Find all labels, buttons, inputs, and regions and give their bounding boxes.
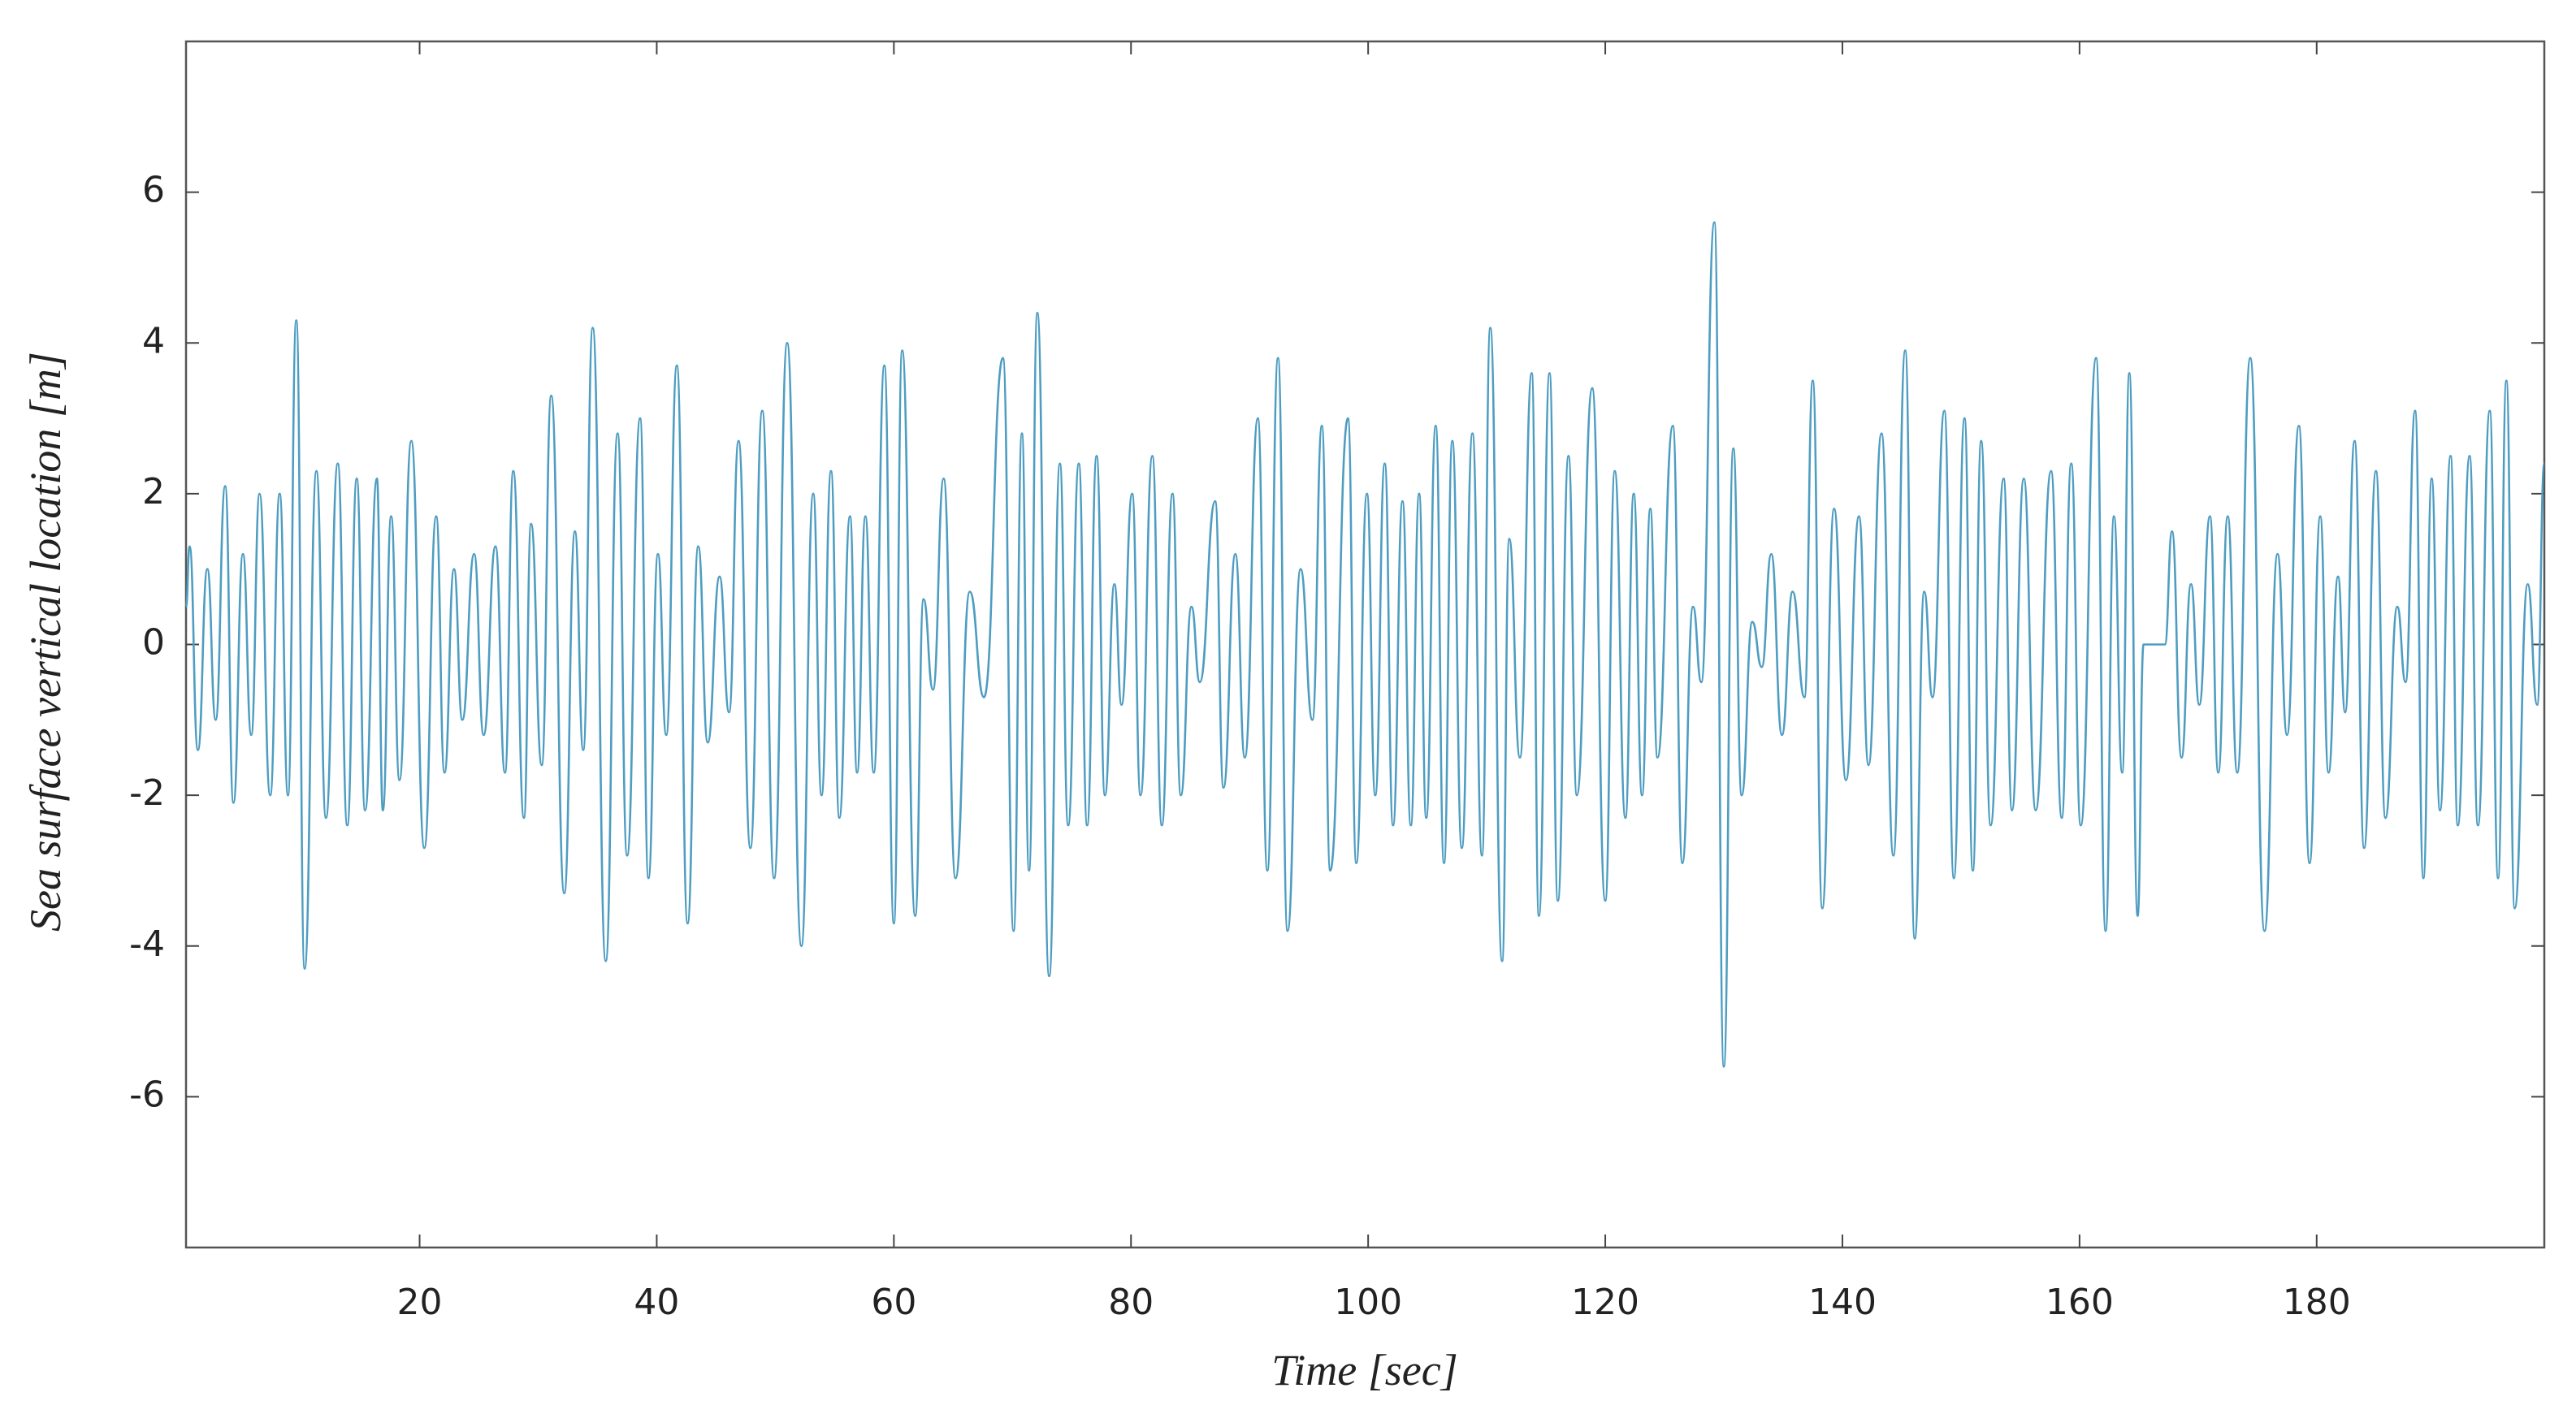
y-tick-label: 6 bbox=[142, 170, 165, 211]
x-tick-label: 120 bbox=[1571, 1282, 1639, 1323]
x-tick-label: 180 bbox=[2283, 1282, 2351, 1323]
x-tick-label: 140 bbox=[1808, 1282, 1877, 1323]
y-tick-label: -6 bbox=[129, 1074, 165, 1115]
x-tick-label: 40 bbox=[634, 1282, 679, 1323]
x-tick-label: 100 bbox=[1334, 1282, 1402, 1323]
data-line bbox=[184, 221, 2546, 1068]
y-tick-label: -4 bbox=[129, 923, 165, 965]
x-tick-label: 80 bbox=[1108, 1282, 1154, 1323]
y-axis-title: Sea surface vertical location [m] bbox=[21, 352, 70, 932]
x-axis-title: Time [sec] bbox=[1271, 1346, 1458, 1395]
y-tick-label: -2 bbox=[129, 772, 165, 814]
x-tick-label: 60 bbox=[871, 1282, 916, 1323]
y-tick-label: 4 bbox=[142, 320, 165, 361]
y-tick-label: 0 bbox=[142, 622, 165, 664]
x-tick-label: 20 bbox=[397, 1282, 443, 1323]
x-tick-label: 160 bbox=[2046, 1282, 2114, 1323]
plot-frame bbox=[184, 40, 2546, 1249]
y-tick-label: 2 bbox=[142, 471, 165, 512]
